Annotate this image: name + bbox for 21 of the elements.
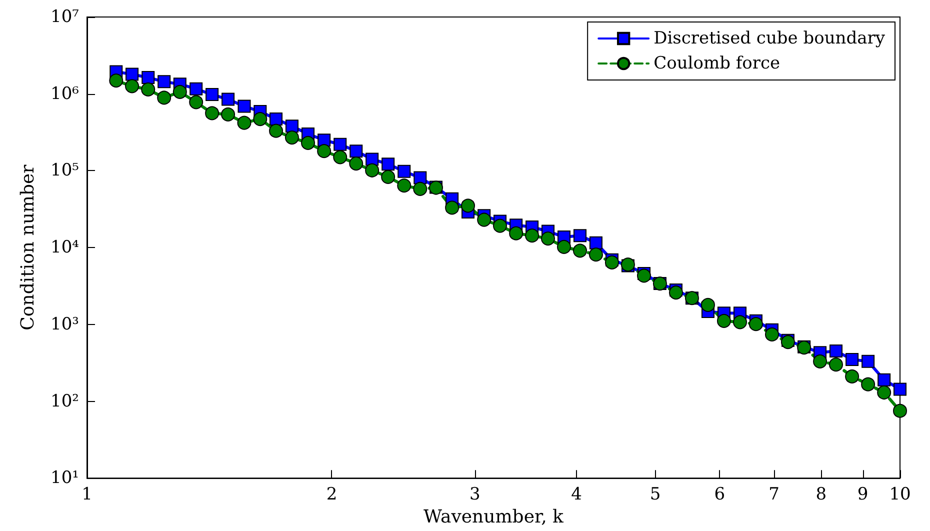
y-tick-label: 10⁴ (50, 238, 80, 258)
y-tick-label: 10³ (50, 314, 79, 334)
legend-label: Coulomb force (654, 54, 780, 74)
y-tick-label: 10¹ (50, 468, 79, 488)
x-tick-label: 4 (571, 484, 582, 505)
legend-label: Discretised cube boundary (654, 28, 886, 48)
x-tick-label: 9 (857, 484, 868, 505)
y-tick-label: 10⁵ (50, 160, 80, 181)
x-tick-label: 3 (469, 484, 480, 505)
y-tick-label: 10⁶ (50, 84, 80, 104)
x-tick-label: 7 (768, 484, 780, 505)
x-tick-label: 1 (82, 484, 92, 505)
x-tick-label: 2 (326, 484, 338, 505)
y-axis-title: Condition number (18, 164, 38, 330)
y-tick-label: 10⁷ (50, 7, 80, 27)
x-tick-label: 6 (714, 484, 726, 505)
x-axis-title: Wavenumber, k (424, 506, 565, 528)
x-tick-label: 10 (889, 484, 911, 505)
x-tick-label: 5 (650, 484, 661, 505)
x-tick-label: 8 (816, 484, 827, 505)
y-tick-label: 10² (50, 391, 79, 412)
